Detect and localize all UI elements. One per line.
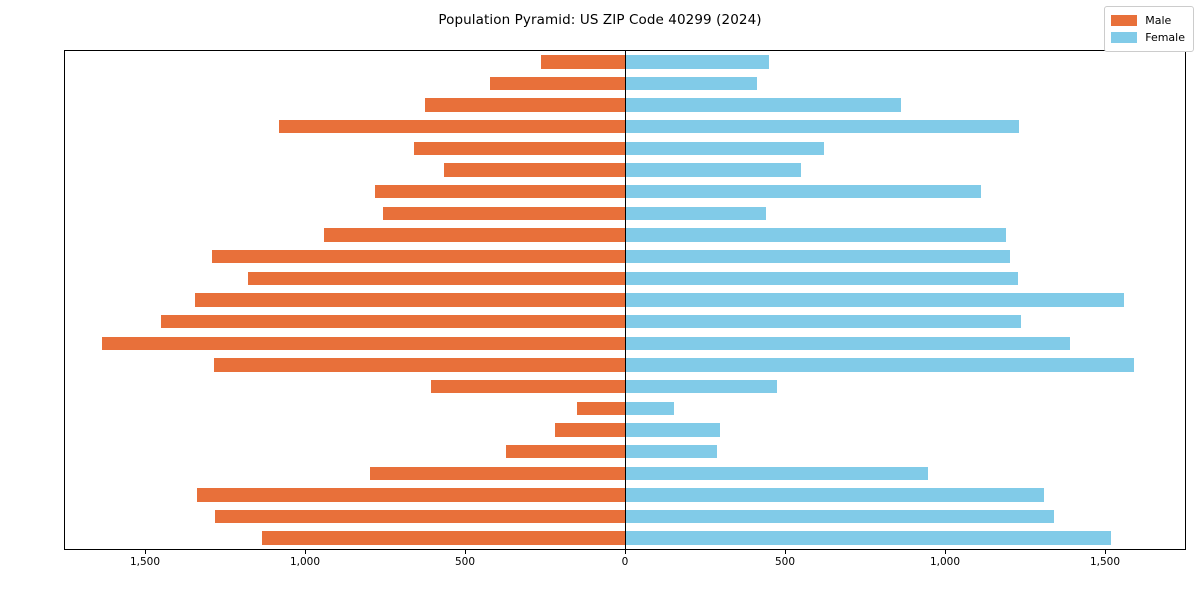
bar-male[interactable] — [101, 336, 625, 350]
bar-female[interactable] — [625, 488, 1045, 502]
bar-row — [65, 423, 1185, 437]
bar-row — [65, 228, 1185, 242]
legend-label: Female — [1145, 31, 1185, 44]
bar-male[interactable] — [214, 358, 625, 372]
bar-row — [65, 76, 1185, 91]
x-tick-mark — [145, 550, 146, 554]
x-tick-label: 1,500 — [129, 556, 161, 568]
bar-row — [65, 249, 1185, 264]
bar-female[interactable] — [625, 98, 901, 112]
bar-female[interactable] — [625, 336, 1071, 350]
bar-female[interactable] — [625, 401, 674, 415]
x-tick-mark — [465, 550, 466, 554]
bar-row — [65, 120, 1185, 134]
bar-female[interactable] — [625, 293, 1124, 307]
bar-male[interactable] — [383, 206, 625, 221]
bar-male[interactable] — [576, 401, 625, 415]
bar-row — [65, 293, 1185, 307]
bar-male[interactable] — [413, 141, 625, 156]
x-tick-label: 0 — [621, 556, 629, 568]
bar-female[interactable] — [625, 55, 770, 69]
bar-female[interactable] — [625, 444, 717, 459]
bar-female[interactable] — [625, 531, 1112, 545]
bar-row — [65, 379, 1185, 394]
bar-female[interactable] — [625, 185, 981, 199]
bar-male[interactable] — [554, 423, 625, 437]
bar-row — [65, 314, 1185, 329]
bar-row — [65, 401, 1185, 415]
bar-row — [65, 444, 1185, 459]
bar-male[interactable] — [161, 314, 625, 329]
bar-female[interactable] — [625, 206, 767, 221]
bar-male[interactable] — [262, 531, 625, 545]
bar-female[interactable] — [625, 271, 1018, 286]
x-tick-mark — [1105, 550, 1106, 554]
plot-area — [64, 50, 1186, 550]
legend-swatch-icon — [1111, 32, 1138, 43]
bar-row — [65, 206, 1185, 221]
legend-entry[interactable]: Male — [1111, 12, 1185, 29]
bar-male[interactable] — [248, 271, 625, 286]
bar-female[interactable] — [625, 379, 778, 394]
bar-female[interactable] — [625, 120, 1019, 134]
bar-female[interactable] — [625, 466, 928, 480]
bar-male[interactable] — [443, 163, 625, 177]
bar-row — [65, 336, 1185, 350]
bar-male[interactable] — [324, 228, 625, 242]
bar-male[interactable] — [279, 120, 625, 134]
legend-entry[interactable]: Female — [1111, 29, 1185, 46]
x-tick-mark — [625, 550, 626, 554]
zero-axis-line — [625, 51, 626, 549]
bar-male[interactable] — [374, 185, 625, 199]
bar-row — [65, 466, 1185, 480]
bar-row — [65, 271, 1185, 286]
chart-legend: Male Female — [1104, 6, 1194, 52]
bar-male[interactable] — [431, 379, 625, 394]
bar-row — [65, 509, 1185, 524]
bar-female[interactable] — [625, 76, 757, 91]
x-tick-label: 1,000 — [289, 556, 321, 568]
bar-female[interactable] — [625, 423, 720, 437]
bar-male[interactable] — [196, 488, 625, 502]
x-tick-label: 1,000 — [929, 556, 961, 568]
bar-male[interactable] — [540, 55, 625, 69]
x-tick-label: 500 — [454, 556, 476, 568]
x-tick-mark — [305, 550, 306, 554]
plot-inner — [65, 51, 1185, 549]
bar-female[interactable] — [625, 509, 1055, 524]
bar-row — [65, 98, 1185, 112]
legend-label: Male — [1145, 14, 1172, 27]
bar-female[interactable] — [625, 228, 1007, 242]
bar-female[interactable] — [625, 358, 1135, 372]
bar-female[interactable] — [625, 249, 1011, 264]
x-tick-label: 1,500 — [1089, 556, 1121, 568]
x-tick-mark — [945, 550, 946, 554]
bar-female[interactable] — [625, 163, 802, 177]
bar-row — [65, 141, 1185, 156]
bar-row — [65, 358, 1185, 372]
bar-male[interactable] — [369, 466, 625, 480]
bar-row — [65, 531, 1185, 545]
bar-female[interactable] — [625, 314, 1022, 329]
bar-female[interactable] — [625, 141, 824, 156]
bar-male[interactable] — [489, 76, 625, 91]
bar-male[interactable] — [211, 249, 625, 264]
legend-swatch-icon — [1111, 15, 1138, 26]
bar-male[interactable] — [425, 98, 625, 112]
bar-row — [65, 488, 1185, 502]
bar-male[interactable] — [194, 293, 625, 307]
bar-male[interactable] — [505, 444, 625, 459]
bar-male[interactable] — [215, 509, 625, 524]
bar-row — [65, 185, 1185, 199]
chart-title: Population Pyramid: US ZIP Code 40299 (2… — [438, 12, 762, 28]
bar-row — [65, 163, 1185, 177]
x-tick-label: 500 — [774, 556, 796, 568]
x-tick-mark — [785, 550, 786, 554]
bar-row — [65, 55, 1185, 69]
